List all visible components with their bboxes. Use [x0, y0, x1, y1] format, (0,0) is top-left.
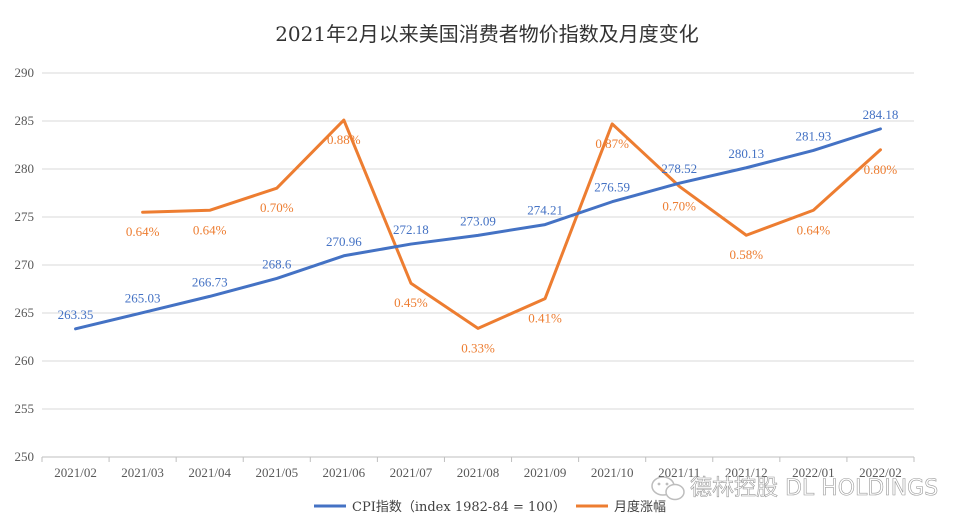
- y-tick-label: 255: [15, 401, 35, 416]
- data-label-mom: 0.64%: [193, 222, 227, 237]
- data-label-mom: 0.80%: [864, 162, 898, 177]
- x-tick-label: 2021/08: [457, 465, 500, 480]
- data-label-cpi: 266.73: [192, 274, 228, 289]
- data-label-cpi: 278.52: [661, 161, 697, 176]
- data-label-cpi: 280.13: [728, 146, 764, 161]
- y-tick-label: 250: [15, 449, 35, 464]
- wechat-icon: [651, 476, 685, 501]
- x-tick-label: 2021/02: [54, 465, 97, 480]
- data-label-cpi: 265.03: [125, 291, 161, 306]
- x-tick-label: 2021/11: [658, 465, 700, 480]
- data-label-mom: 0.64%: [126, 224, 160, 239]
- series-line-mom: [141, 118, 882, 330]
- data-label-mom: 0.70%: [260, 200, 294, 215]
- data-label-mom: 0.41%: [528, 311, 562, 326]
- data-label-mom: 0.70%: [662, 198, 696, 213]
- x-tick-label: 2021/12: [725, 465, 768, 480]
- y-tick-label: 280: [15, 161, 35, 176]
- x-tick-label: 2021/07: [390, 465, 433, 480]
- y-tick-label: 285: [15, 113, 35, 128]
- x-tick-label: 2021/04: [188, 465, 231, 480]
- data-label-cpi: 281.93: [796, 128, 832, 143]
- y-tick-label: 270: [15, 257, 35, 272]
- y-tick-label: 275: [15, 209, 35, 224]
- series-line-cpi: [74, 127, 882, 331]
- data-label-cpi: 276.59: [594, 180, 630, 195]
- chart-title: 2021年2月以来美国消费者物价指数及月度变化: [275, 22, 699, 46]
- x-tick-label: 2022/01: [792, 465, 835, 480]
- data-label-cpi: 284.18: [863, 107, 899, 122]
- watermark: 德林控股 DL HOLDINGS: [651, 476, 939, 501]
- x-tick-label: 2021/03: [121, 465, 164, 480]
- x-tick-label: 2021/10: [591, 465, 634, 480]
- y-tick-label: 290: [15, 65, 35, 80]
- data-label-cpi: 263.35: [58, 307, 94, 322]
- legend-label-cpi: CPI指数（index 1982-84 = 100）: [352, 500, 566, 515]
- series-lines: [74, 118, 882, 331]
- data-label-mom: 0.87%: [595, 136, 629, 151]
- watermark-text: 德林控股 DL HOLDINGS: [690, 476, 938, 501]
- x-axis: 2021/02 2021/03 2021/04 2021/05 2021/06 2021/…: [41, 457, 915, 480]
- data-label-mom: 0.58%: [730, 247, 764, 262]
- x-tick-label: 2021/09: [524, 465, 567, 480]
- data-label-cpi: 273.09: [460, 213, 496, 228]
- x-tick-label: 2021/05: [255, 465, 298, 480]
- data-label-cpi: 272.18: [393, 222, 429, 237]
- data-label-mom: 0.45%: [394, 295, 428, 310]
- legend: CPI指数（index 1982-84 = 100） 月度涨幅: [314, 499, 666, 515]
- data-label-mom: 0.33%: [461, 340, 495, 355]
- y-tick-label: 265: [15, 305, 35, 320]
- data-label-mom: 0.88%: [327, 132, 361, 147]
- x-tick-label: 2021/06: [323, 465, 366, 480]
- y-axis: 250 255 260 265 270 275 280 285 290: [15, 65, 35, 464]
- data-label-cpi: 268.6: [262, 256, 292, 271]
- x-tick-label: 2022/02: [859, 465, 902, 480]
- legend-label-mom: 月度涨幅: [614, 499, 666, 515]
- data-labels: 263.35 265.03 266.73 268.6 270.96 272.18 273.0…: [58, 107, 899, 355]
- data-label-cpi: 274.21: [527, 203, 563, 218]
- data-label-cpi: 270.96: [326, 234, 362, 249]
- grid-lines: [42, 72, 914, 458]
- y-tick-label: 260: [15, 353, 35, 368]
- data-label-mom: 0.64%: [797, 222, 831, 237]
